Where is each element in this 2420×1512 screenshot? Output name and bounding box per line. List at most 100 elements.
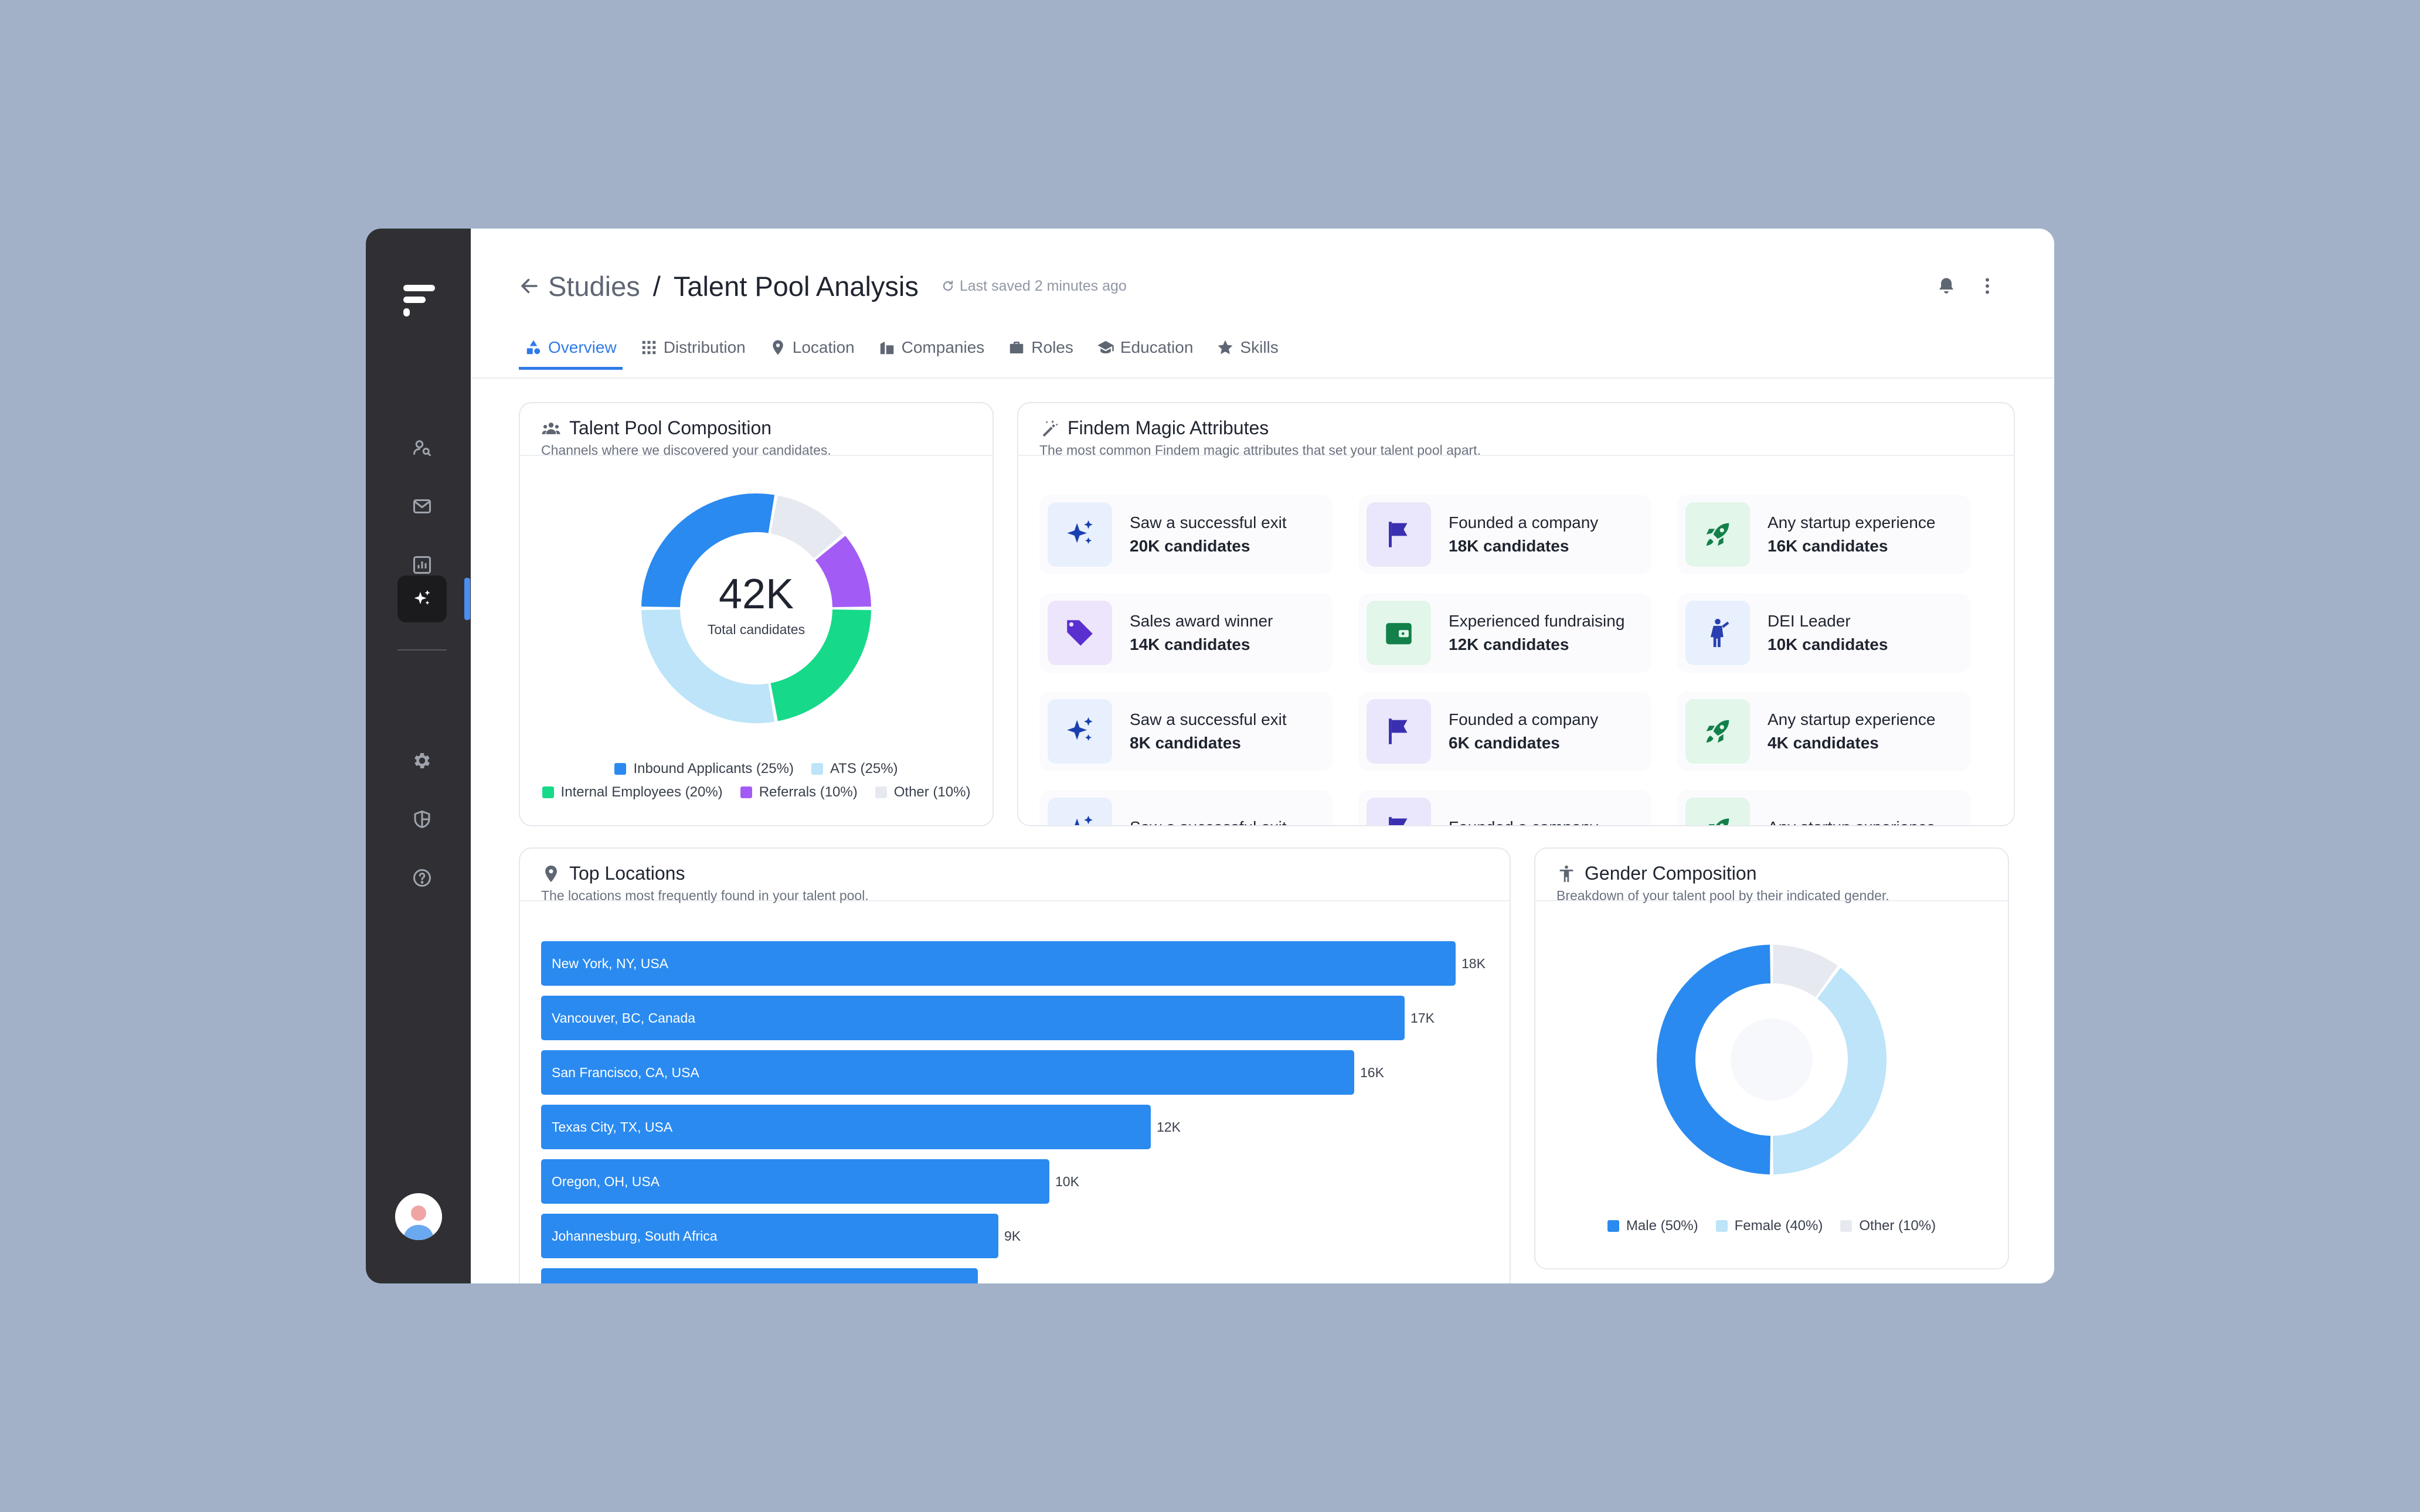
- pin-icon: [545, 865, 557, 882]
- legend-item: Other (10%): [875, 784, 970, 801]
- attribute-item[interactable]: Saw a successful exit: [1039, 790, 1333, 825]
- attribute-icon-badge: [1367, 699, 1431, 764]
- attribute-item[interactable]: Founded a company 6K candidates: [1358, 692, 1651, 771]
- attribute-count: 4K candidates: [1768, 734, 1879, 752]
- gender-donut-chart: [1657, 945, 1887, 1174]
- attribute-item[interactable]: Saw a successful exit 20K candidates: [1039, 495, 1333, 574]
- more-vertical-icon[interactable]: [1977, 275, 1998, 297]
- attribute-item[interactable]: Experienced fundraising 12K candidates: [1358, 593, 1651, 673]
- donut-center-fill: [1731, 1019, 1813, 1101]
- donut-slice[interactable]: [770, 495, 844, 559]
- attribute-count: 10K candidates: [1768, 635, 1888, 653]
- flag-icon: [1389, 718, 1408, 744]
- legend-swatch: [875, 786, 887, 798]
- attribute-icon-badge: [1685, 502, 1750, 567]
- tab-skills[interactable]: Skills: [1211, 328, 1284, 370]
- attribute-item[interactable]: Any startup experience: [1677, 790, 1970, 825]
- card-subtitle: The most common Findem magic attributes …: [1039, 442, 1481, 458]
- tab-roles-label: Roles: [1031, 338, 1073, 356]
- card-title: Findem Magic Attributes: [1068, 417, 1269, 438]
- attribute-item[interactable]: Founded a company 18K candidates: [1358, 495, 1651, 574]
- attribute-item[interactable]: Saw a successful exit 8K candidates: [1039, 692, 1333, 771]
- gender-legend: Male (50%) Female (40%) Other (10%): [1547, 1218, 1996, 1234]
- sidebar-item-search-people[interactable]: [397, 424, 447, 471]
- tab-roles[interactable]: Roles: [1002, 328, 1079, 370]
- breadcrumb-separator: /: [652, 270, 661, 302]
- tab-overview[interactable]: Overview: [519, 328, 623, 370]
- sidebar-item-magic[interactable]: [397, 575, 447, 622]
- attribute-name: Saw a successful exit: [1130, 710, 1287, 728]
- bar-label: Oregon, OH, USA: [552, 1173, 660, 1189]
- attribute-item[interactable]: DEI Leader 10K candidates: [1677, 593, 1970, 673]
- sparkles-icon: [1067, 520, 1093, 544]
- main-content: Studies / Talent Pool Analysis Last save…: [471, 229, 2054, 1283]
- sidebar-item-help[interactable]: [397, 854, 447, 901]
- attribute-name: Experienced fundraising: [1449, 612, 1625, 630]
- attribute-item[interactable]: Founded a company: [1358, 790, 1651, 825]
- legend-swatch: [1715, 1220, 1728, 1232]
- attribute-item[interactable]: Any startup experience 4K candidates: [1677, 692, 1970, 771]
- bar-value: 12K: [1157, 1119, 1181, 1135]
- tab-education[interactable]: Education: [1091, 328, 1199, 370]
- bar-value: 18K: [1461, 955, 1486, 971]
- person-search-icon: [413, 440, 431, 457]
- top-locations-card: Top Locations The locations most frequen…: [519, 847, 1511, 1283]
- legend-label: Referrals (10%): [759, 784, 858, 800]
- tabs-divider: [471, 377, 2054, 379]
- bar[interactable]: Vancouver, BC, Canada: [541, 996, 1405, 1040]
- breadcrumb-studies-link[interactable]: Studies: [548, 270, 640, 302]
- bar-label: Johannesburg, South Africa: [552, 1228, 718, 1244]
- bar[interactable]: Johannesburg, South Africa: [541, 1214, 998, 1258]
- sidebar-item-messages[interactable]: [397, 483, 447, 530]
- person-accessibility-icon: [1559, 865, 1573, 882]
- bar[interactable]: New York, NY, USA: [541, 941, 1456, 986]
- legend-label: Other (10%): [1859, 1218, 1936, 1234]
- sidebar-item-settings[interactable]: [397, 737, 447, 784]
- tab-distribution[interactable]: Distribution: [634, 328, 752, 370]
- sparkles-icon: [1067, 717, 1093, 741]
- bar[interactable]: [541, 1268, 978, 1283]
- tab-location[interactable]: Location: [763, 328, 861, 370]
- findem-logo-icon[interactable]: [401, 282, 437, 319]
- donut-slice[interactable]: [641, 609, 775, 723]
- bar[interactable]: San Francisco, CA, USA: [541, 1050, 1354, 1095]
- donut-slice[interactable]: [815, 536, 871, 608]
- legend-item: Referrals (10%): [740, 784, 858, 801]
- arrow-left-icon[interactable]: [519, 275, 540, 297]
- attribute-name: Founded a company: [1449, 710, 1599, 728]
- donut-slice[interactable]: [770, 609, 871, 721]
- rocket-icon: [1706, 720, 1729, 743]
- attribute-item[interactable]: Any startup experience 16K candidates: [1677, 495, 1970, 574]
- bar[interactable]: Texas City, TX, USA: [541, 1105, 1151, 1149]
- card-title: Top Locations: [569, 863, 685, 884]
- donut-slice[interactable]: [1772, 968, 1887, 1174]
- donut-slice[interactable]: [641, 493, 775, 608]
- bar-row: Oregon, OH, USA 10K: [541, 1159, 1079, 1204]
- avatar[interactable]: [395, 1193, 442, 1240]
- bar[interactable]: Oregon, OH, USA: [541, 1159, 1049, 1204]
- sidebar: [366, 229, 471, 1283]
- shield-icon: [414, 811, 430, 828]
- page-title: Talent Pool Analysis: [673, 270, 919, 302]
- donut-slice[interactable]: [1657, 945, 1771, 1174]
- legend-label: Female (40%): [1734, 1218, 1823, 1234]
- bar-row: New York, NY, USA 18K: [541, 941, 1486, 986]
- sidebar-item-security[interactable]: [397, 796, 447, 843]
- tab-location-label: Location: [792, 338, 855, 356]
- attribute-item[interactable]: Sales award winner 14K candidates: [1039, 593, 1333, 673]
- mail-icon: [413, 499, 431, 513]
- legend-swatch: [542, 786, 554, 798]
- sidebar-item-analytics[interactable]: [397, 542, 447, 588]
- donut-slice[interactable]: [1772, 945, 1838, 997]
- grid-icon: [642, 340, 655, 355]
- star-icon: [1218, 340, 1233, 355]
- bell-icon[interactable]: [1936, 275, 1957, 297]
- tab-distribution-label: Distribution: [663, 338, 746, 356]
- legend-label: ATS (25%): [830, 761, 898, 777]
- composition-donut-chart: 42K Total candidates: [641, 493, 871, 723]
- sidebar-divider: [397, 649, 447, 651]
- rocket-icon: [1706, 523, 1729, 546]
- attribute-name: Sales award winner: [1130, 612, 1273, 630]
- tab-companies[interactable]: Companies: [872, 328, 991, 370]
- refresh-icon: [943, 280, 953, 291]
